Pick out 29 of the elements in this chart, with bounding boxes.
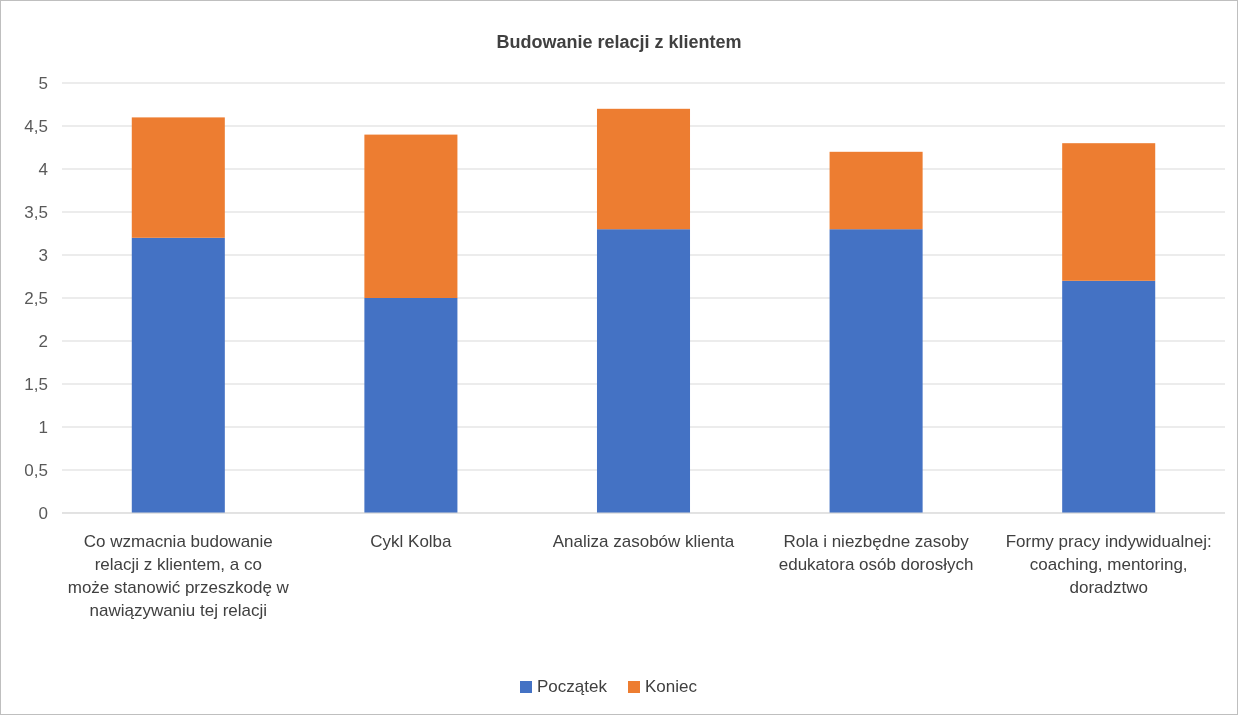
legend-label: Początek	[537, 677, 608, 696]
bar	[829, 151, 923, 230]
y-tick-label: 2	[38, 331, 48, 351]
y-tick-label: 2,5	[24, 288, 48, 308]
bar	[829, 229, 923, 513]
y-tick-label: 3	[38, 245, 48, 265]
x-tick-label: Analiza zasobów klienta	[552, 532, 735, 551]
y-tick-label: 1,5	[24, 374, 48, 394]
x-tick-label: Formy pracy indywidualnej: coaching, mentoring, doradztwo	[1005, 532, 1212, 597]
bar	[596, 108, 691, 230]
bar	[364, 134, 458, 298]
bar	[1062, 143, 1156, 281]
chart-title: Budowanie relacji z klientem	[496, 32, 742, 52]
bar	[596, 229, 691, 513]
x-tick-label: Cykl Kolba	[370, 532, 453, 551]
y-tick-label: 5	[38, 73, 48, 93]
x-tick-label: Co wzmacnia budowanie relacji z klientem, a co może stanowić przeszkodę w nawiązywaniu tej relacji	[67, 532, 290, 620]
y-tick-label: 0	[38, 503, 48, 523]
bar	[131, 117, 225, 238]
bar	[364, 298, 458, 513]
y-tick-label: 1	[38, 417, 48, 437]
y-tick-label: 4	[38, 159, 48, 179]
y-tick-label: 4,5	[24, 116, 48, 136]
bar	[131, 237, 225, 513]
bar	[1062, 280, 1156, 513]
x-tick-label: Rola i niezbędne zasoby edukatora osób dorosłych	[778, 532, 974, 574]
y-tick-label: 0,5	[24, 460, 48, 480]
y-tick-label: 3,5	[24, 202, 48, 222]
legend-label: Koniec	[645, 677, 698, 696]
